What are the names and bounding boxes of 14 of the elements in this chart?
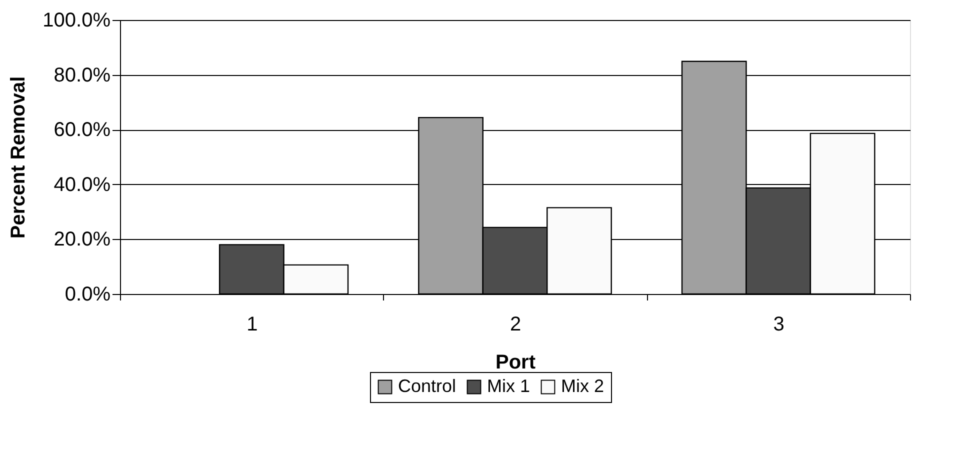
y-tick-label: 60.0%	[54, 119, 111, 142]
x-tick-label: 3	[773, 314, 784, 336]
y-axis-title: Percent Removal	[8, 76, 30, 239]
y-tick-label: 80.0%	[54, 64, 111, 86]
legend-label: Mix 2	[561, 376, 604, 396]
y-tick-label: 0.0%	[64, 284, 111, 306]
legend-label: Control	[398, 376, 456, 396]
x-axis-title: Port	[496, 352, 536, 374]
x-tick-label: 2	[510, 314, 522, 336]
y-tick-label: 100.0%	[42, 10, 111, 32]
y-tick-label: 40.0%	[54, 174, 111, 196]
legend-label: Mix 1	[487, 376, 530, 396]
y-tick-label: 20.0%	[54, 228, 111, 251]
x-tick-label: 1	[246, 314, 258, 336]
